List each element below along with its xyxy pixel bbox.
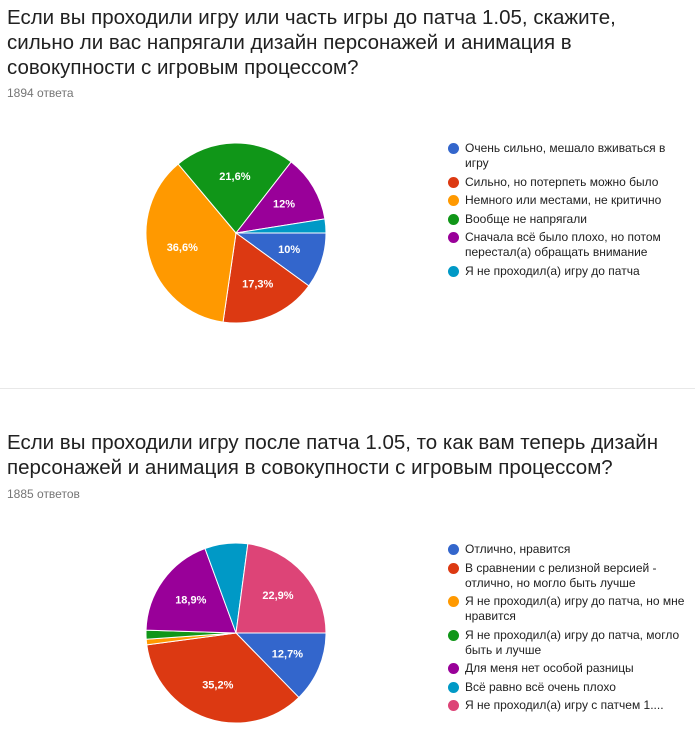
legend-label: Я не проходил(а) игру с патчем 1.... [465, 698, 664, 712]
legend-label: Отлично, нравится [465, 542, 571, 556]
pie-slice [145, 163, 237, 323]
pie-slice [234, 632, 327, 699]
legend-item: Отлично, нравится [448, 542, 688, 557]
pie-chart: 10% 17,3% 36,6% 21,6% 12% [145, 142, 327, 324]
legend-item: Немного или местами, не критично [448, 193, 688, 208]
legend-item: В сравнении с релизной версией - отлично… [448, 561, 688, 591]
legend-color-dot [448, 562, 459, 574]
legend-color-dot [448, 596, 459, 607]
pie-slice [222, 232, 310, 324]
pie-slice [234, 161, 326, 234]
question-title: Если вы проходили игру или часть игры до… [7, 6, 616, 79]
slice-data-label: 36,6% [167, 242, 198, 254]
slice-data-label: 21,6% [219, 171, 250, 183]
legend-label: Очень сильно, мешало вживаться в игру [465, 141, 666, 170]
legend-label: Я не проходил(а) игру до патча, могло бы… [465, 627, 680, 657]
slice-data-label: 10% [278, 244, 300, 256]
legend-label: В сравнении с релизной версией - отлично… [465, 560, 657, 590]
legend-label: Вообще не напрягали [465, 211, 587, 226]
legend-item: Я не проходил(а) игру до патча [448, 264, 688, 279]
pie-slice [235, 218, 327, 234]
legend-color-dot [448, 143, 459, 154]
legend-label: Сильно, но потерпеть можно было [465, 174, 659, 189]
section-divider [0, 388, 695, 389]
legend-label: Всё равно всё очень плохо [465, 679, 616, 694]
legend-item: Сначала всё было плохо, но потом переста… [448, 230, 688, 260]
slice-data-label: 35,2% [202, 680, 233, 692]
legend-item: Я не проходил(а) игру до патча, могло бы… [448, 628, 688, 658]
question-card-2: Если вы проходили игру после патча 1.05,… [0, 390, 695, 753]
legend-label: Для меня нет особой разницы [465, 661, 634, 675]
question-title: Если вы проходили игру после патча 1.05,… [7, 431, 659, 479]
legend-item: Всё равно всё очень плохо [448, 680, 688, 695]
slice-data-label: 12% [273, 199, 295, 211]
legend-color-dot [448, 681, 459, 693]
legend-color-dot [448, 700, 459, 711]
legend-color-dot [448, 176, 459, 188]
legend-color-dot [448, 663, 459, 674]
legend-color-dot [448, 544, 459, 555]
response-count: 1885 ответов [7, 487, 80, 501]
legend-color-dot [448, 629, 459, 641]
legend-color-dot [448, 232, 459, 243]
slice-data-label: 12,7% [272, 649, 303, 661]
legend-label: Я не проходил(а) игру до патча, но мне н… [465, 594, 685, 623]
response-count: 1894 ответа [7, 86, 74, 100]
pie-chart: 12,7% 35,2% 18,9% 22,9% [145, 542, 327, 724]
chart-legend: Отлично, нравится В сравнении с релизной … [448, 542, 688, 717]
slice-data-label: 18,9% [175, 594, 206, 606]
legend-label: Я не проходил(а) игру до патча [465, 263, 640, 278]
legend-item: Я не проходил(а) игру с патчем 1.... [448, 698, 688, 713]
legend-color-dot [448, 213, 459, 225]
legend-label: Сначала всё было плохо, но потом переста… [465, 230, 661, 259]
chart-legend: Очень сильно, мешало вживаться в игру Сил… [448, 141, 688, 282]
legend-color-dot [448, 265, 459, 277]
pie-slice [145, 547, 237, 634]
slice-data-label: 22,9% [262, 590, 293, 602]
pie-slice [177, 142, 292, 234]
legend-color-dot [448, 195, 459, 206]
pie-slice [235, 543, 327, 634]
legend-item: Сильно, но потерпеть можно было [448, 175, 688, 190]
slice-data-label: 17,3% [242, 278, 273, 290]
question-card-1: Если вы проходили игру или часть игры до… [7, 6, 688, 324]
pie-slice [146, 632, 300, 724]
legend-item: Очень сильно, мешало вживаться в игру [448, 141, 688, 171]
legend-item: Для меня нет особой разницы [448, 661, 688, 676]
legend-label: Немного или местами, не критично [465, 193, 662, 207]
legend-item: Я не проходил(а) игру до патча, но мне н… [448, 594, 688, 624]
legend-item: Вообще не напрягали [448, 212, 688, 227]
